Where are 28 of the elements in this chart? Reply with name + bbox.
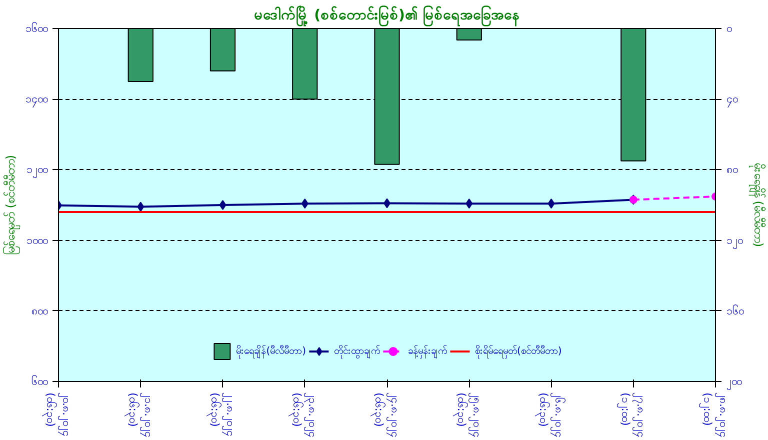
legend-label: ခန့်မှန်းချက် bbox=[408, 344, 447, 358]
y-tick-label: ၁၆၀၀ bbox=[26, 22, 48, 35]
y-tick-label: ၁၂၀၀ bbox=[26, 163, 48, 178]
y2-axis-title: မိုးရေချိန် (မီလီမီတာ) bbox=[748, 162, 766, 248]
legend-label: တိုင်းထွာချက် bbox=[334, 344, 380, 358]
x-tick-label: ၂၇.၈.၂၀၂၄ (၁၂:၀၀) bbox=[617, 392, 648, 438]
x-tick-label: ၂၅.၈.၂၀၂၄ (၀၆:၃၀) bbox=[452, 392, 484, 438]
x-tick-label: ၂၆.၈.၂၀၂၄ (၀၆:၃၀) bbox=[534, 392, 566, 438]
y-tick-label: ၁၄၀၀ bbox=[26, 92, 48, 108]
x-tick-label: ၂၃.၈.၂၀၂၄ (၀၆:၃၀) bbox=[288, 392, 320, 438]
y2-tick-label: ၁၂၀ bbox=[726, 234, 742, 249]
legend-label: စိုးရိမ်ရေမှတ်(စင်တီမီတာ) bbox=[475, 344, 562, 358]
y2-tick-label: ၈၀ bbox=[726, 163, 738, 176]
y-tick-label: ၁၀၀၀ bbox=[26, 234, 48, 247]
y2-tick-label: ၄၀ bbox=[726, 92, 738, 108]
x-tick-label: ၂၀.၈.၂၀၂၄ (၀၆:၃၀) bbox=[42, 392, 73, 436]
x-tick-label: ၂၄.၈.၂၀၂၄ (၀၆:၃၀) bbox=[370, 392, 402, 438]
chart-title: မဒေါက်မြို့ (စစ်တောင်းမြစ်)၏ မြစ်ရေအခြေအနေ bbox=[254, 6, 520, 26]
x-tick-label: ၂၁.၈.၂၀၂၄ (၀၆:၃၀) bbox=[124, 392, 155, 438]
x-tick-label: ၂၂.၈.၂၀၂၄ (၀၆:၃၀) bbox=[206, 392, 238, 436]
legend-label: မိုးရေချိန်(မီလီမီတာ) bbox=[236, 344, 306, 358]
y2-tick-label: ၀ bbox=[726, 22, 732, 35]
y-tick-label: ၈၀၀ bbox=[32, 304, 48, 318]
x-tick-label: ၂၈.၈.၂၀၂၄ (၁၂:၀၀) bbox=[699, 392, 730, 438]
y2-tick-label: ၂၀၀ bbox=[726, 375, 742, 390]
y-tick-label: ၆၀၀ bbox=[32, 375, 48, 388]
y-axis-title: မြစ်ရေမှတ် (စင်တီမီတာ) bbox=[2, 154, 20, 256]
y2-tick-label: ၁၆၀ bbox=[726, 304, 744, 318]
